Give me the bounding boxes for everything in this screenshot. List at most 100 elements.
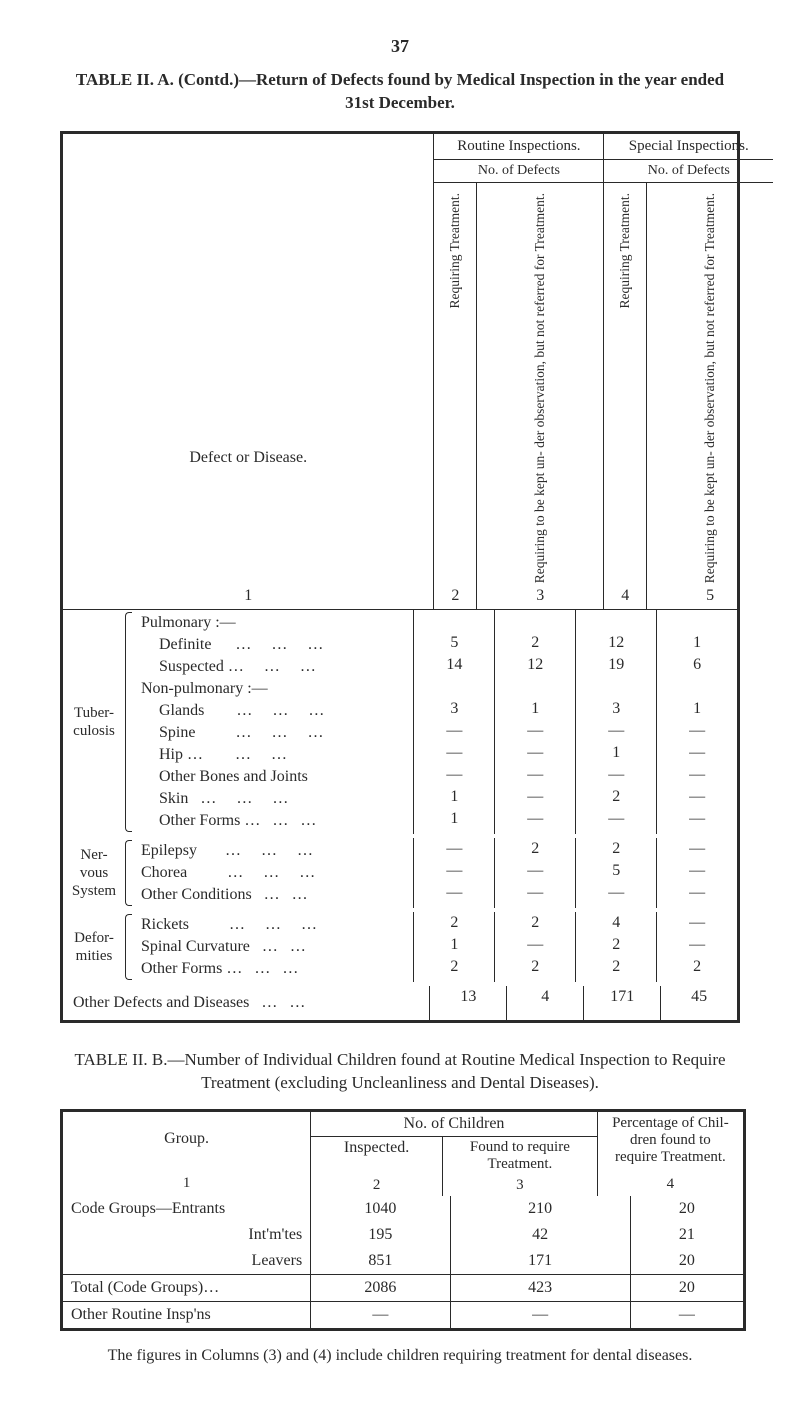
data-headings: Routine Inspections. Special Inspections… [434,134,773,609]
stub-lines: Pulmonary :—Definite … … …Suspected … … … [135,610,413,834]
stub-lines: Rickets … … …Spinal Curvature … …Other F… [135,912,413,982]
col-3-head: Requiring to be kept un- der observation… [477,183,604,609]
stub-line: Other Bones and Joints [141,766,409,788]
stub-heading: Defect or Disease. [73,449,423,467]
data-cell: — [657,860,737,882]
data-col: 12193—1—2— [576,610,657,834]
title-a-text: TABLE II. A. (Contd.)—Return of Defects … [76,70,724,112]
pct-heading: Percentage of Chil- dren found to requir… [604,1115,737,1166]
data-col: 2—— [495,838,576,908]
found-heading: Found to require Treatment. [447,1139,593,1173]
data-cell: 6 [657,654,737,676]
data-col: 212 [414,912,495,982]
row-c4: 20 [631,1275,743,1301]
data-cell: 5 [414,632,494,654]
title-b-text: TABLE II. B.—Number of Individual Childr… [74,1050,725,1092]
stub-line: Other Defects and Diseases … … [73,992,419,1014]
found-colnum: 3 [447,1177,593,1194]
group-label: Tuber- culosis [63,610,125,834]
data-cell: 2 [414,912,494,934]
data-cell: — [657,808,737,830]
col-4-head: Requiring Treatment. 4 [604,183,647,609]
group-colnum: 1 [71,1175,302,1192]
data-cells: 2122—2422——2 [414,912,737,982]
data-cell: 14 [414,654,494,676]
data-cell: — [657,720,737,742]
stub-line: Glands … … … [141,700,409,722]
data-cell: 5 [576,860,656,882]
data-cell: — [657,912,737,934]
inspected-heading: Inspected. [315,1139,438,1157]
data-cell: 2 [495,632,575,654]
data-cell: — [414,838,494,860]
row-label: Int'm'tes [63,1222,311,1248]
stub-heading-cell: Defect or Disease. 1 [63,134,434,609]
data-col: ——2 [657,912,737,982]
table-a-body: Tuber- culosisPulmonary :—Definite … … …… [63,609,737,1020]
data-cell: — [657,764,737,786]
no-defects-1: No. of Defects [434,160,604,182]
page-number: 37 [60,36,740,57]
data-col: 171 [584,986,661,1020]
stub-line: Chorea … … … [141,862,409,884]
row-c3: 171 [451,1248,631,1274]
row-c3: 42 [451,1222,631,1248]
data-cell [576,676,656,698]
stub-cell: Other Defects and Diseases … … [63,986,430,1020]
brace-icon [125,838,135,908]
table-row-other: Other Routine Insp'ns — — — [63,1301,743,1328]
table-row: Leavers 851 171 20 [63,1248,743,1274]
data-cell: — [657,882,737,904]
data-col: 4 [507,986,584,1020]
table-a: Defect or Disease. 1 Routine Inspections… [60,131,740,1023]
data-cell: — [495,742,575,764]
data-cell [414,676,494,698]
data-cell: 1 [414,786,494,808]
row-c2: 851 [311,1248,450,1274]
data-cell: 171 [584,986,660,1008]
data-cell: 12 [495,654,575,676]
data-cells: 5143———112121—————12193—1—2—161————— [414,610,737,834]
row-c2: — [311,1302,450,1328]
data-cell: — [414,742,494,764]
row-c2: 1040 [311,1196,450,1222]
row-c2: 2086 [311,1275,450,1301]
data-cell [657,676,737,698]
stub-line: Spine … … … [141,722,409,744]
row-c3: 423 [451,1275,631,1301]
brace-icon [125,610,135,834]
table-row-total: Total (Code Groups)… 2086 423 20 [63,1274,743,1301]
special-heading: Special Inspections. [604,134,773,159]
data-cell: — [414,882,494,904]
stub-line: Other Forms … … … [141,810,409,832]
group-heading: Group. [71,1130,302,1148]
data-cell: — [576,764,656,786]
row-label: Other Routine Insp'ns [63,1302,311,1328]
data-cell: — [495,808,575,830]
data-col: 13 [430,986,507,1020]
data-cell: 2 [495,912,575,934]
data-cell: — [657,742,737,764]
data-cell: — [495,786,575,808]
page: 37 TABLE II. A. (Contd.)—Return of Defec… [0,0,800,1407]
group-label: Ner- vous System [63,838,125,908]
table-row-final: Other Defects and Diseases … …13417145 [63,986,737,1020]
row-c3: 210 [451,1196,631,1222]
data-cell: — [495,720,575,742]
data-cell [414,610,494,632]
data-cell: — [576,808,656,830]
data-cell: 4 [576,912,656,934]
stub-line: Definite … … … [141,634,409,656]
table-a-title: TABLE II. A. (Contd.)—Return of Defects … [60,69,740,115]
row-label: Code Groups—Entrants [63,1196,311,1222]
stub-line: Other Conditions … … [141,884,409,906]
data-cell: — [414,764,494,786]
data-cell: — [414,720,494,742]
data-cell: — [495,764,575,786]
footnote: The figures in Columns (3) and (4) inclu… [60,1345,740,1367]
stub-cell: Defor- mitiesRickets … … …Spinal Curvatu… [63,912,414,982]
data-cell: 3 [576,698,656,720]
table-a-header: Defect or Disease. 1 Routine Inspections… [63,134,737,609]
data-col: 2121————— [495,610,576,834]
data-cells: ———2——25———— [414,838,737,908]
